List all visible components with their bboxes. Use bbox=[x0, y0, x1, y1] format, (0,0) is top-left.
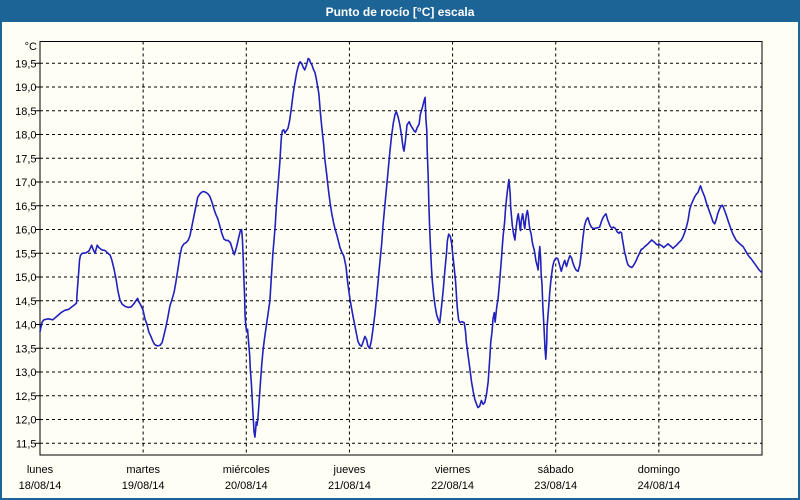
y-tick-label: 16,5 bbox=[15, 201, 36, 213]
x-day-date-label: 19/08/14 bbox=[122, 480, 165, 492]
y-tick-label: 14,0 bbox=[15, 320, 36, 332]
y-tick-labels: 19,5 19,0 18,5 18,0 17,5 17,0 16,5 16,0 15,5 15,0… bbox=[15, 58, 36, 450]
title-bar bbox=[2, 2, 798, 22]
x-day-date-label: 21/08/14 bbox=[328, 480, 371, 492]
y-tick-label: 13,0 bbox=[15, 367, 36, 379]
y-tick-label: 17,5 bbox=[15, 153, 36, 165]
x-day-date-label: 20/08/14 bbox=[225, 480, 268, 492]
y-axis-unit-label: °C bbox=[25, 41, 37, 53]
y-tick-label: 19,5 bbox=[15, 58, 36, 70]
chart-title: Punto de rocío [°C] escala bbox=[326, 5, 475, 19]
dewpoint-series-line bbox=[39, 57, 763, 438]
x-day-date-label: 22/08/14 bbox=[431, 480, 474, 492]
x-day-date-label: 23/08/14 bbox=[534, 480, 577, 492]
plot-frame bbox=[39, 41, 763, 456]
y-tick-label: 11,5 bbox=[16, 438, 37, 450]
x-day-date-label: 18/08/14 bbox=[19, 480, 62, 492]
x-day-name-label: martes bbox=[126, 464, 160, 476]
y-tick-label: 17,0 bbox=[15, 177, 36, 189]
y-tick-label: 14,5 bbox=[15, 296, 36, 308]
y-tick-label: 19,0 bbox=[15, 82, 36, 94]
y-tick-label: 12,5 bbox=[15, 391, 36, 403]
x-day-name-label: lunes bbox=[27, 464, 54, 476]
y-tick-label: 13,5 bbox=[15, 343, 36, 355]
x-day-date-label: 24/08/14 bbox=[637, 480, 680, 492]
y-tick-label: 18,5 bbox=[15, 106, 36, 118]
y-gridlines bbox=[35, 62, 762, 444]
y-tick-label: 18,0 bbox=[15, 130, 36, 142]
x-day-name-label: jueves bbox=[333, 464, 366, 476]
y-tick-label: 12,0 bbox=[15, 415, 36, 427]
y-tick-label: 15,5 bbox=[15, 248, 36, 260]
x-day-labels: lunes 18/08/14 martes 19/08/14 miércoles 20/0… bbox=[19, 464, 681, 492]
y-tick-label: 16,0 bbox=[15, 225, 36, 237]
x-day-name-label: miércoles bbox=[223, 464, 271, 476]
x-day-name-label: domingo bbox=[638, 464, 680, 476]
x-day-name-label: sábado bbox=[538, 464, 574, 476]
x-day-name-label: viernes bbox=[435, 464, 471, 476]
y-tick-label: 15,0 bbox=[15, 272, 36, 284]
